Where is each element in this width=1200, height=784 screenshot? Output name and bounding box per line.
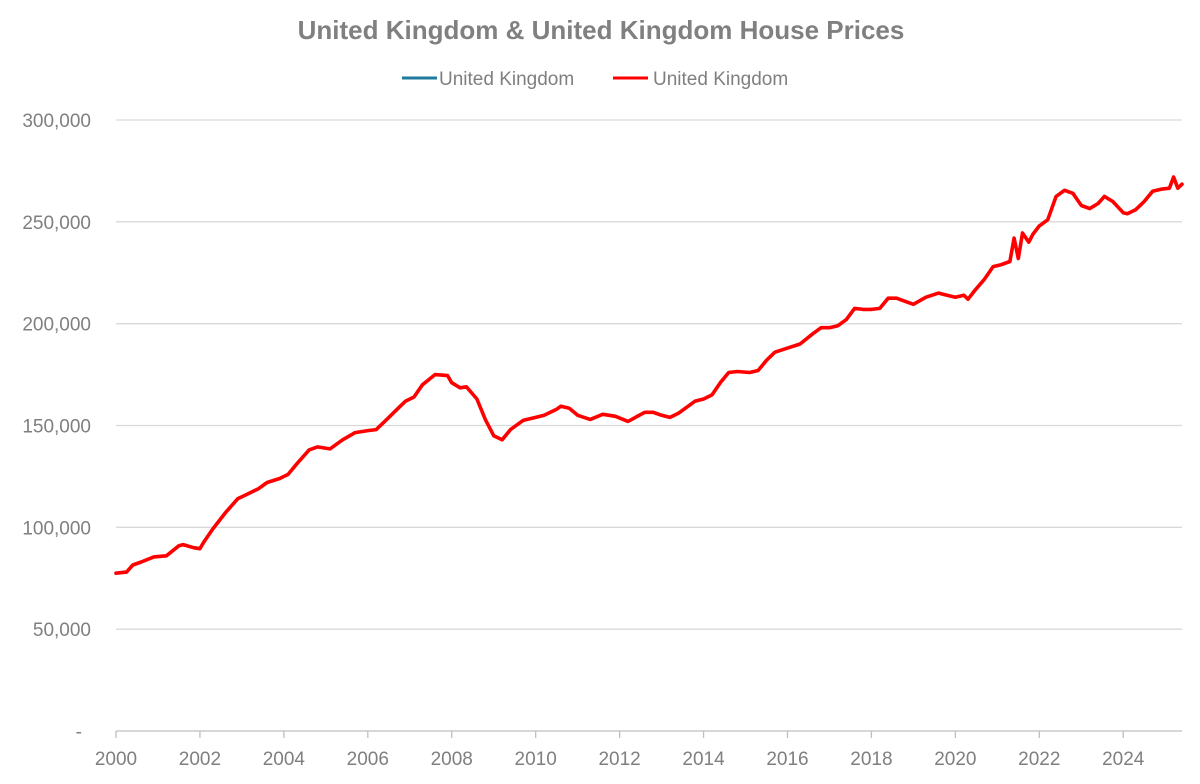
x-axis: 2000 2002 2004 2006 2008 2010 2012 2014 2016 2018… (95, 730, 1182, 770)
y-tick-label-6: 300,000 (22, 111, 91, 132)
plot-area (114, 175, 1184, 575)
legend-label-series-2: United Kingdom (653, 69, 788, 90)
gridlines (116, 119, 1182, 630)
x-tick-label-3: 2006 (347, 749, 389, 770)
chart-title: United Kingdom & United Kingdom House Pr… (298, 15, 905, 45)
x-tick-label-9: 2018 (850, 749, 892, 770)
legend-item-series-2: United Kingdom (613, 69, 788, 90)
y-tick-label-5: 250,000 (22, 213, 91, 234)
legend-label-series-1: United Kingdom (439, 69, 574, 90)
y-tick-label-1: 50,000 (33, 620, 91, 641)
y-axis: - 50,000 100,000 150,000 200,000 250,000 300,0… (22, 111, 91, 743)
x-tick-label-4: 2008 (431, 749, 473, 770)
x-tick-label-8: 2016 (766, 749, 808, 770)
x-tick-label-5: 2010 (515, 749, 557, 770)
y-tick-label-0: - (76, 722, 82, 743)
x-tick-label-6: 2012 (598, 749, 640, 770)
x-tick-label-2: 2004 (263, 749, 306, 770)
x-tick-label-10: 2020 (934, 749, 976, 770)
y-tick-label-3: 150,000 (22, 417, 91, 438)
series-line-2 (114, 175, 1184, 575)
x-tick-label-7: 2014 (682, 749, 725, 770)
x-tick-label-11: 2022 (1018, 749, 1060, 770)
x-tick-label-1: 2002 (179, 749, 221, 770)
x-tick-label-12: 2024 (1102, 749, 1145, 770)
legend-item-series-1: United Kingdom (402, 69, 574, 90)
x-tick-label-0: 2000 (95, 749, 137, 770)
y-tick-label-2: 100,000 (22, 518, 91, 539)
legend: United Kingdom United Kingdom (402, 69, 788, 90)
y-tick-label-4: 200,000 (22, 315, 91, 336)
